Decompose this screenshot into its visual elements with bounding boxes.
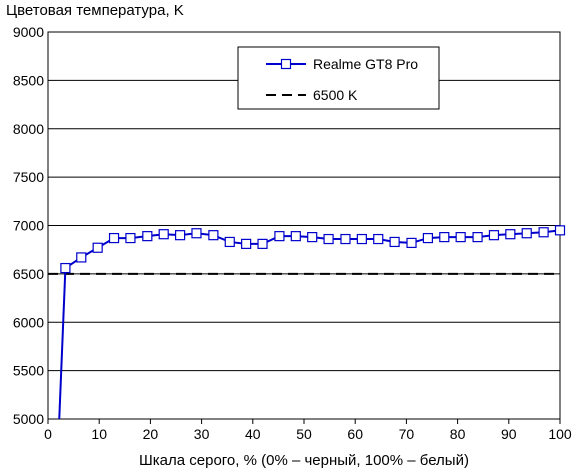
data-point xyxy=(373,233,384,245)
data-point xyxy=(439,232,450,243)
legend-label-reference: 6500 K xyxy=(313,87,358,103)
data-point xyxy=(76,252,87,263)
data-point xyxy=(142,231,153,242)
data-point xyxy=(406,237,417,249)
legend: Realme GT8 Pro 6500 K xyxy=(237,46,440,110)
legend-box xyxy=(237,46,440,110)
x-tick-label: 20 xyxy=(143,426,159,442)
x-tick-label: 100 xyxy=(548,426,572,442)
x-axis-ticks: 0 10 20 30 40 50 60 70 80 90 100 xyxy=(44,419,572,442)
data-point xyxy=(241,238,252,249)
data-point xyxy=(191,228,202,239)
x-tick-label: 30 xyxy=(194,426,210,442)
data-point xyxy=(257,238,268,249)
y-tick-label: 7500 xyxy=(13,169,44,185)
data-point xyxy=(340,233,351,245)
y-tick-label: 8000 xyxy=(13,121,44,137)
y-axis-ticks: 5000 5500 6000 6500 7000 7500 8000 8500 9000 xyxy=(13,24,44,427)
x-tick-label: 70 xyxy=(399,426,415,442)
data-point xyxy=(307,232,318,243)
data-point xyxy=(158,229,169,240)
data-point xyxy=(356,233,367,245)
y-tick-label: 7000 xyxy=(13,218,44,234)
data-point xyxy=(505,229,516,240)
data-point xyxy=(92,242,103,253)
y-tick-label: 8500 xyxy=(13,72,44,88)
data-point xyxy=(422,232,434,244)
data-point xyxy=(488,230,500,241)
data-point xyxy=(60,262,71,274)
chart-title: Цветовая температура, K xyxy=(6,2,184,19)
legend-marker-realme xyxy=(280,58,292,70)
x-tick-label: 90 xyxy=(501,426,517,442)
data-point xyxy=(389,236,400,248)
y-tick-label: 9000 xyxy=(13,24,44,40)
data-point xyxy=(174,230,186,241)
x-tick-label: 80 xyxy=(450,426,466,442)
data-point xyxy=(224,236,235,248)
x-tick-label: 60 xyxy=(347,426,363,442)
data-point xyxy=(108,232,120,244)
data-point xyxy=(521,228,532,239)
data-point xyxy=(208,230,219,241)
data-point xyxy=(455,232,466,243)
x-tick-label: 50 xyxy=(296,426,312,442)
data-point xyxy=(290,231,301,242)
data-point xyxy=(125,232,136,244)
x-tick-label: 40 xyxy=(245,426,261,442)
x-axis-label: Шкала серого, % (0% – черный, 100% – бел… xyxy=(139,452,469,469)
data-point xyxy=(538,227,549,238)
y-tick-label: 6000 xyxy=(13,314,44,330)
series-layer xyxy=(48,225,566,420)
data-point xyxy=(554,225,566,236)
data-point xyxy=(472,232,483,243)
data-point xyxy=(323,233,334,245)
legend-label-realme: Realme GT8 Pro xyxy=(313,56,418,72)
series-line-realme xyxy=(58,229,561,420)
y-tick-label: 5000 xyxy=(13,411,44,427)
x-tick-label: 10 xyxy=(91,426,107,442)
y-tick-label: 6500 xyxy=(13,266,44,282)
data-point xyxy=(274,231,285,242)
x-tick-label: 0 xyxy=(44,426,52,442)
y-tick-label: 5500 xyxy=(13,363,44,379)
